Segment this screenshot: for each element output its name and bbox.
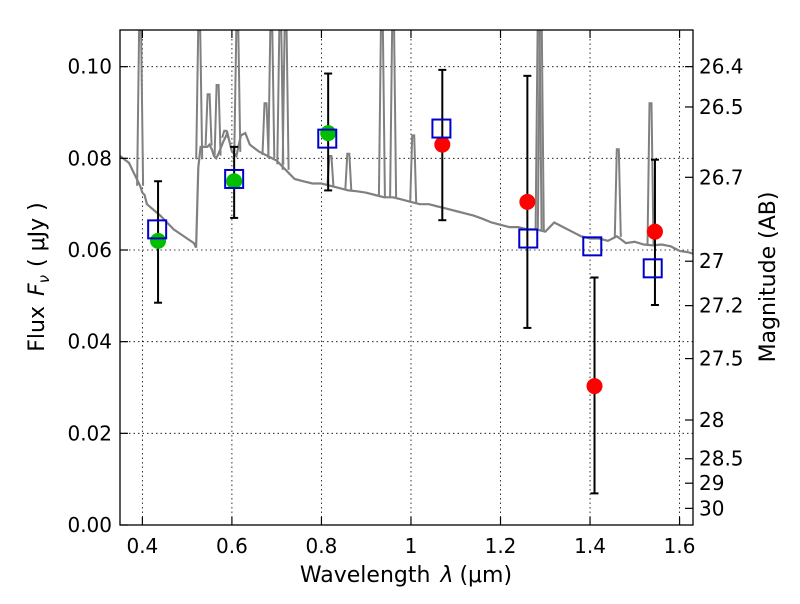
model-photometry-point	[642, 258, 663, 279]
plot-area	[120, 30, 693, 495]
y-axis-title-unit: ( μJy )	[25, 202, 50, 267]
model-photometry-point	[518, 228, 539, 249]
emission-line	[377, 30, 386, 197]
x-tick-label: 1.6	[664, 534, 696, 558]
model-photometry-point	[431, 118, 452, 139]
y-axis-title-symbol: F	[25, 283, 50, 296]
emission-line	[276, 30, 285, 165]
model-spectrum-line	[120, 129, 693, 255]
x-axis-title-symbol: λ	[439, 563, 453, 588]
y-axis-title: Flux Fν ( μJy )	[25, 202, 53, 351]
x-tick-label: 1.2	[485, 534, 517, 558]
magnitude-tick-label: 26.4	[699, 55, 744, 79]
magnitude-axis-title: Magnitude (AB)	[756, 192, 781, 363]
y-tick-label: 0.00	[67, 513, 112, 537]
emission-line	[233, 30, 242, 152]
emission-line	[136, 30, 145, 186]
emission-line	[536, 30, 545, 231]
x-tick-label: 1.4	[574, 534, 606, 558]
magnitude-tick-label: 30	[699, 496, 724, 520]
magnitude-tick-label: 27.2	[699, 294, 744, 318]
emission-line	[344, 152, 353, 191]
emission-line	[281, 30, 290, 170]
data-point	[434, 136, 451, 153]
data-point	[150, 232, 167, 249]
model-photometry-point	[224, 168, 245, 189]
y-tick-labels: 0.00 0.02 0.04 0.06 0.08 0.10	[67, 55, 112, 537]
emission-line	[195, 30, 204, 160]
x-tick-label: 0.4	[126, 534, 158, 558]
emission-line	[389, 30, 398, 198]
x-axis-title-text: Wavelength	[300, 563, 431, 588]
magnitude-tick-label: 26.7	[699, 165, 744, 189]
emission-line	[613, 148, 622, 237]
data-point	[320, 125, 337, 142]
emission-line	[267, 30, 276, 158]
x-tick-label: 0.6	[216, 534, 248, 558]
x-axis-title: Wavelength λ (μm)	[300, 563, 512, 588]
emission-line	[213, 84, 222, 156]
y-axis-title-subscript: ν	[35, 275, 53, 283]
emission-line	[646, 102, 655, 246]
y-tick-label: 0.10	[67, 55, 112, 79]
emission-line	[409, 134, 418, 203]
data-point	[586, 378, 603, 395]
model-photometry-point	[317, 128, 338, 149]
emission-line	[261, 102, 270, 155]
axis-ticks	[120, 30, 693, 526]
emission-line	[221, 129, 230, 138]
magnitude-tick-label: 29	[699, 471, 724, 495]
y-axis-title-text: Flux	[25, 306, 50, 352]
x-tick-label: 0.8	[306, 534, 338, 558]
magnitude-tick-label: 28.5	[699, 447, 744, 471]
data-point	[646, 223, 663, 240]
y-tick-label: 0.04	[67, 330, 112, 354]
plot-frame	[119, 29, 694, 526]
magnitude-tick-label: 27.5	[699, 347, 744, 371]
magnitude-tick-label: 26.5	[699, 95, 744, 119]
y-tick-label: 0.02	[67, 421, 112, 445]
emission-lines	[136, 30, 655, 246]
emission-line	[534, 30, 543, 230]
emission-line	[204, 93, 213, 146]
data-markers	[147, 118, 663, 395]
model-photometry-point	[147, 219, 168, 240]
y-tick-label: 0.08	[67, 146, 112, 170]
x-tick-labels: 0.4 0.6 0.8 1 1.2 1.4 1.6	[126, 534, 695, 558]
y-tick-label: 0.06	[67, 238, 112, 262]
x-axis-title-unit: (μm)	[459, 563, 512, 588]
magnitude-tick-label: 27	[699, 249, 724, 273]
x-tick-label: 1	[405, 534, 418, 558]
model-photometry-point	[582, 236, 603, 257]
data-point	[519, 193, 536, 210]
magnitude-tick-label: 28	[699, 408, 724, 432]
data-point	[226, 173, 243, 190]
